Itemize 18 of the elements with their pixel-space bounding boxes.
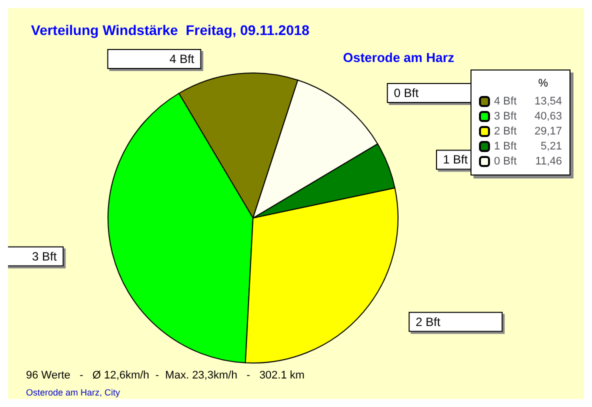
data-label: 11,46: [535, 156, 562, 168]
slice-label: 4 Bft: [170, 52, 195, 66]
text: Osterode am Harz, City: [26, 388, 121, 398]
slice-label: 0 Bft: [394, 86, 420, 100]
legend-label: 1 Bft: [494, 140, 517, 152]
data-label: 13,54: [534, 96, 562, 108]
data-label: 5,21: [540, 140, 562, 152]
chart-title: Verteilung Windstärke Freitag, 09.11.2018: [31, 22, 310, 38]
legend-title: %: [538, 78, 548, 90]
slice-label: 3 Bft: [32, 249, 58, 264]
chart-subtitle: Osterode am Harz: [343, 50, 455, 65]
data-label: 40,63: [534, 110, 562, 122]
data-label: 29,17: [534, 126, 562, 138]
slice-label: 2 Bft: [416, 314, 441, 329]
legend-label: 4 Bft: [494, 96, 517, 108]
legend-label: 3 Bft: [494, 110, 517, 122]
text: 96 Werte - Ø 12,6km/h - Max. 23,3km/h - 302.1 km: [26, 370, 305, 382]
legend-label: 2 Bft: [494, 126, 517, 138]
